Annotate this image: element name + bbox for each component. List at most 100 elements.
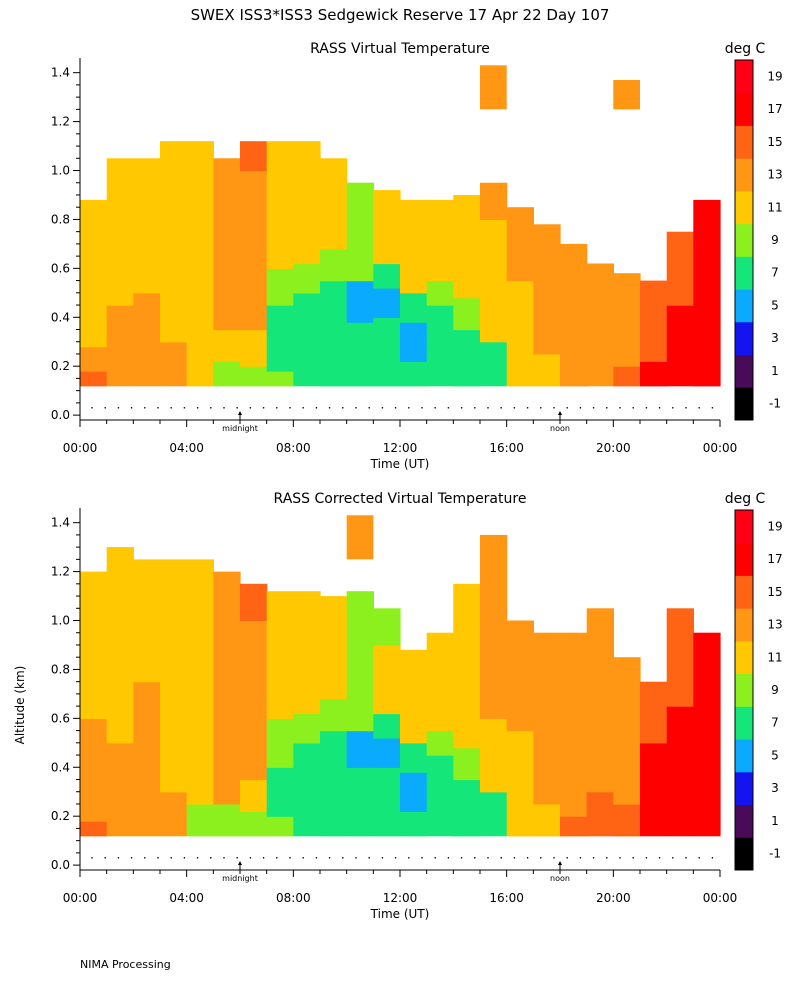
data-cell [346, 280, 374, 323]
data-cell [80, 718, 108, 822]
sample-dot [500, 857, 503, 859]
colorbar-frame [734, 59, 754, 421]
sample-dot [553, 857, 555, 859]
colorbar-tick-label: 13 [767, 168, 782, 182]
data-cell [480, 280, 508, 343]
colorbar-tick-label: 15 [767, 585, 782, 599]
colorbar-tick-label: 11 [767, 200, 782, 214]
data-cell [346, 730, 374, 768]
colorbar-tick-label: 5 [771, 749, 779, 763]
data-cell [133, 292, 161, 387]
data-cell [506, 280, 534, 387]
data-cell [240, 329, 268, 367]
data-cell [426, 199, 454, 282]
sample-dot [540, 407, 542, 409]
colorbar-tick-label: 7 [771, 266, 779, 280]
sample-dot [236, 407, 238, 409]
data-cell [213, 329, 241, 362]
sample-dot [170, 407, 172, 409]
colorbar-swatch [735, 60, 753, 94]
time-marker-label: noon [550, 424, 570, 433]
data-cell [666, 608, 694, 707]
data-cell [293, 591, 321, 715]
colorbar-swatch [735, 706, 753, 740]
data-cell [240, 141, 268, 172]
chart-bottom-colorbar-label: deg C [725, 491, 766, 507]
sample-dot [619, 407, 621, 409]
x-tick-label: 16:00 [489, 891, 524, 905]
data-cell [453, 747, 481, 781]
data-cell [160, 791, 188, 837]
data-cell [400, 322, 428, 362]
sample-dot [117, 407, 120, 409]
data-cell [266, 718, 294, 768]
sample-dot [711, 857, 714, 859]
x-tick-label: 12:00 [383, 441, 418, 455]
data-cell [400, 742, 428, 773]
x-tick-label: 00:00 [703, 891, 738, 905]
sample-dot [698, 857, 700, 859]
time-marker-label: midnight [222, 424, 258, 433]
data-cell [80, 571, 108, 719]
data-patch [613, 80, 640, 110]
x-tick-label: 20:00 [596, 891, 631, 905]
sample-dot [210, 407, 212, 409]
data-cell [613, 273, 641, 367]
sample-dot [210, 857, 212, 859]
time-marker-arrow [558, 411, 562, 415]
colorbar-tick-label: 19 [767, 69, 782, 83]
data-cell [346, 243, 374, 282]
sample-dot [91, 407, 93, 409]
chart-top-title: RASS Virtual Temperature [310, 41, 490, 57]
sample-dot [447, 857, 450, 859]
colorbar-swatch [735, 608, 753, 642]
chart-bottom-title: RASS Corrected Virtual Temperature [274, 491, 527, 507]
chart-bottom-axes: 0.0 0.2 0.4 0.6 0.8 1.0 1.2 1.4 00:00 04:00 08:00 1… [51, 508, 737, 905]
data-cell [480, 718, 508, 793]
data-cell [160, 341, 188, 387]
data-cell [266, 371, 294, 387]
sample-dot [434, 857, 437, 859]
sample-dot [566, 857, 568, 859]
colorbar-tick-label: -1 [769, 397, 781, 411]
sample-dot [632, 407, 634, 409]
data-cell [426, 755, 454, 837]
chart-bottom-ylabel: Altitude (km) [13, 666, 27, 745]
sample-dot [460, 407, 463, 409]
sample-dot [249, 407, 252, 409]
figure-title: SWEX ISS3*ISS3 Sedgewick Reserve 17 Apr … [191, 6, 610, 24]
data-cell [533, 804, 561, 837]
y-tick-label: 0.2 [51, 809, 70, 823]
sample-dot [592, 857, 595, 859]
data-cell [160, 559, 188, 793]
sample-dot [183, 407, 186, 409]
colorbar-swatch [735, 575, 753, 609]
data-patch [346, 515, 374, 560]
data-cell [453, 583, 481, 749]
colorbar-tick-label: 9 [771, 683, 779, 697]
data-cell [400, 811, 428, 837]
data-cell [320, 730, 348, 837]
colorbar-tick-label: 13 [767, 618, 782, 632]
data-cell [400, 199, 428, 294]
data-cell [506, 207, 534, 282]
x-tick-label: 00:00 [63, 891, 98, 905]
data-cell [373, 287, 401, 318]
sample-dot [434, 407, 437, 409]
data-cell [293, 713, 321, 744]
colorbar-tick-label: 11 [767, 650, 782, 664]
x-tick-label: 00:00 [703, 441, 738, 455]
y-tick-label: 0.8 [51, 212, 70, 226]
sample-dot [579, 407, 582, 409]
data-cell [213, 571, 241, 622]
colorbar-swatch [735, 289, 753, 323]
data-cell [480, 182, 508, 220]
data-cell [426, 632, 454, 732]
sample-dot [302, 407, 305, 409]
data-cell [426, 730, 454, 756]
sample-dot [698, 407, 700, 409]
sample-dot [276, 407, 278, 409]
time-marker-arrow [238, 861, 242, 865]
data-cell [480, 219, 508, 282]
data-cell [533, 224, 561, 355]
